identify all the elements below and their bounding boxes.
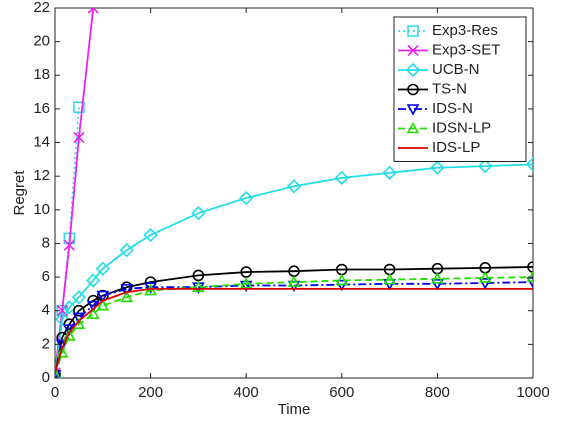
marker — [87, 8, 99, 14]
marker — [63, 239, 75, 251]
x-tick-label: 1000 — [516, 384, 549, 401]
y-tick-label: 8 — [42, 234, 50, 251]
marker — [73, 304, 85, 317]
legend-label: IDS-N — [432, 100, 473, 117]
y-tick-label: 16 — [33, 100, 50, 117]
y-tick-label: 6 — [42, 268, 50, 285]
series-line — [55, 163, 533, 378]
x-tick-label: 200 — [138, 384, 163, 401]
y-tick-label: 12 — [33, 167, 50, 184]
x-tick-label: 0 — [51, 384, 59, 401]
marker — [527, 261, 533, 273]
legend-marker — [405, 62, 421, 78]
marker — [62, 329, 76, 341]
legend-label: IDSN-LP — [432, 119, 491, 136]
y-tick-label: 2 — [42, 335, 50, 352]
marker — [86, 273, 101, 288]
x-axis-label: Time — [278, 401, 311, 418]
marker — [62, 300, 77, 315]
marker — [96, 290, 110, 303]
series-line — [55, 287, 533, 374]
marker — [383, 272, 396, 285]
legend-marker — [407, 44, 419, 57]
legend-label: UCB-N — [432, 61, 480, 78]
marker — [478, 271, 492, 283]
legend-label: Exp3-Res — [432, 22, 498, 39]
marker — [191, 206, 206, 221]
legend-marker — [406, 104, 420, 116]
y-axis-label: Regret — [11, 170, 28, 216]
y-tick-label: 0 — [42, 369, 50, 386]
marker — [55, 346, 69, 358]
marker — [478, 278, 492, 290]
marker — [192, 269, 205, 282]
marker — [143, 227, 158, 243]
marker — [239, 190, 254, 206]
series-line — [55, 266, 533, 375]
y-tick-label: 22 — [33, 0, 50, 16]
marker — [431, 279, 444, 291]
legend-marker — [407, 83, 419, 96]
y-tick-label: 18 — [33, 66, 50, 83]
marker — [335, 273, 349, 286]
series-line — [55, 107, 80, 378]
marker — [192, 280, 205, 292]
marker — [95, 261, 110, 276]
marker — [334, 170, 349, 185]
series-line — [55, 281, 533, 375]
legend-marker — [407, 25, 419, 37]
marker — [120, 290, 134, 303]
marker — [239, 277, 253, 289]
marker — [287, 275, 301, 287]
plot-area — [55, 8, 533, 378]
marker — [71, 290, 87, 305]
x-tick-label: 600 — [329, 384, 354, 401]
marker — [96, 299, 110, 311]
x-tick-label: 400 — [234, 384, 259, 401]
marker — [431, 272, 444, 284]
marker — [525, 157, 533, 172]
marker — [239, 280, 253, 293]
marker — [86, 307, 100, 319]
legend-label: Exp3-SET — [432, 41, 500, 58]
marker — [526, 277, 533, 289]
x-tick-label: 800 — [425, 384, 450, 401]
marker — [430, 160, 445, 175]
marker — [55, 368, 61, 378]
marker — [144, 282, 157, 294]
marker — [478, 158, 493, 174]
marker — [55, 339, 69, 352]
marker — [55, 312, 70, 327]
legend-marker — [406, 121, 420, 134]
marker — [382, 165, 397, 180]
y-tick-label: 14 — [33, 134, 50, 151]
marker — [120, 284, 134, 296]
y-tick-label: 4 — [42, 302, 50, 319]
marker — [55, 367, 61, 378]
marker — [73, 101, 85, 114]
legend-label: IDS-LP — [432, 139, 480, 156]
legend-label: TS-N — [432, 80, 467, 97]
marker — [240, 266, 252, 278]
marker — [73, 131, 85, 144]
marker — [286, 179, 302, 194]
y-tick-label: 10 — [33, 201, 50, 218]
y-tick-label: 20 — [33, 33, 50, 50]
marker — [119, 243, 134, 258]
